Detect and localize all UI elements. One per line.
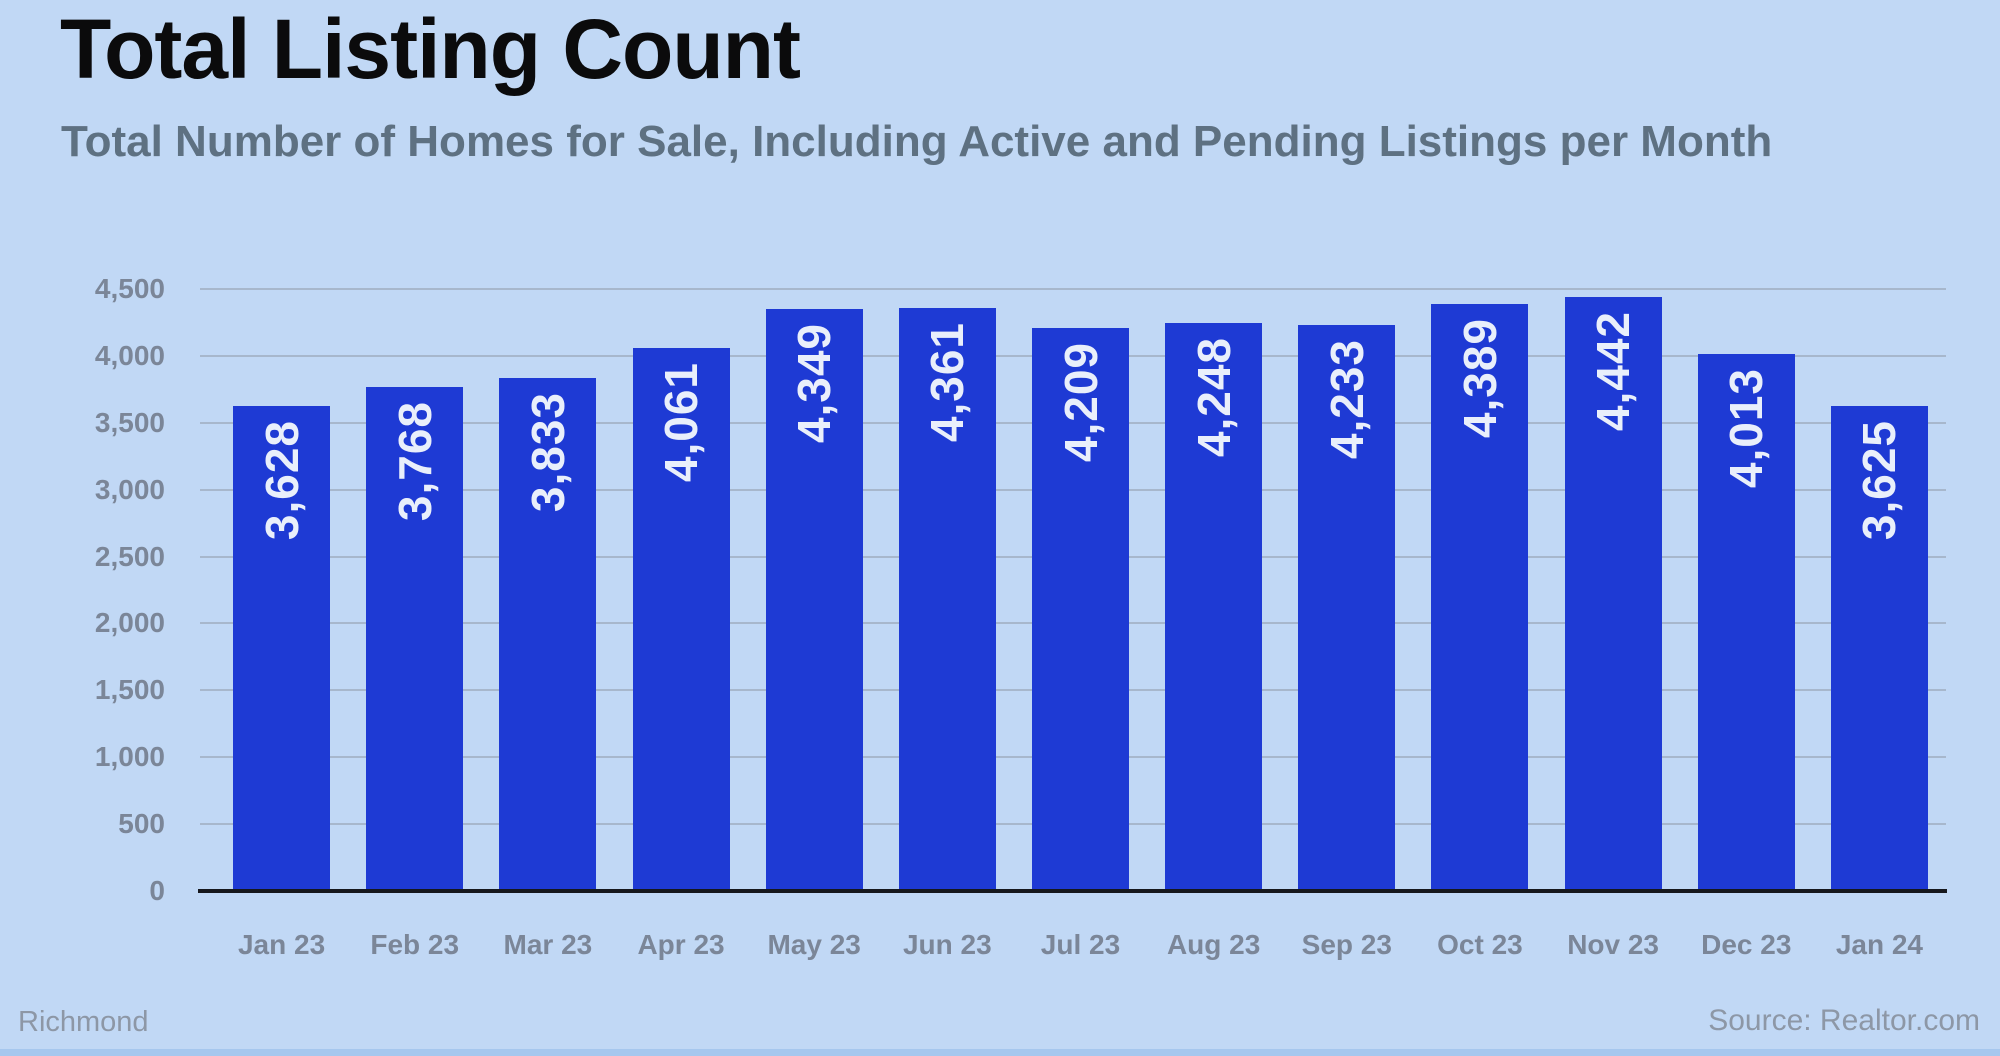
bar: 4,389 xyxy=(1431,303,1529,891)
x-axis-tick-label: Dec 23 xyxy=(1701,929,1792,960)
bar: 4,061 xyxy=(632,347,730,891)
y-axis-tick-label: 0 xyxy=(149,875,165,906)
y-axis-tick-label: 4,000 xyxy=(94,339,165,371)
bar: 3,833 xyxy=(499,378,597,891)
bar-value-label: 4,361 xyxy=(921,321,974,442)
bar: 3,628 xyxy=(233,405,331,891)
x-axis-tick-label: Apr 23 xyxy=(637,929,725,960)
y-axis-tick-label: 4,500 xyxy=(94,273,165,304)
bar: 4,013 xyxy=(1697,354,1795,891)
x-axis-tick-label: Sep 23 xyxy=(1301,929,1392,960)
y-axis-tick-label: 2,000 xyxy=(94,607,165,639)
y-axis-tick-label: 3,500 xyxy=(94,406,165,438)
y-axis-tick-label: 1,000 xyxy=(94,741,165,773)
x-axis-tick-label: May 23 xyxy=(767,929,861,960)
bar-value-label: 4,349 xyxy=(788,323,841,444)
x-axis-tick-label: Jul 23 xyxy=(1040,929,1121,960)
bar-chart-plot-area: 3,628 3,768 3,833 4,061 4,349 4,361 4,209 4,248… xyxy=(215,289,1946,891)
x-axis-baseline xyxy=(198,889,1947,893)
bar: 4,248 xyxy=(1165,322,1263,891)
x-axis-tick-label: Jan 24 xyxy=(1835,929,1923,960)
x-axis-tick-label: Mar 23 xyxy=(503,929,593,960)
footer-source-label: Source: Realtor.com xyxy=(1708,1004,1980,1037)
bar: 4,442 xyxy=(1564,296,1662,891)
bar: 4,233 xyxy=(1298,324,1396,891)
x-axis-tick-label: Oct 23 xyxy=(1437,929,1523,960)
bar-value-label: 3,628 xyxy=(255,419,308,540)
bar: 3,625 xyxy=(1830,406,1928,891)
bar-value-label: 4,233 xyxy=(1320,338,1373,459)
bar-value-label: 3,768 xyxy=(388,400,441,522)
bar-value-label: 4,389 xyxy=(1453,317,1506,438)
bar-value-label: 4,209 xyxy=(1054,341,1107,463)
y-axis-tick-label: 2,500 xyxy=(94,540,165,572)
chart-subtitle: Total Number of Homes for Sale, Includin… xyxy=(61,117,1773,166)
y-axis-tick-label: 1,500 xyxy=(94,674,165,706)
bottom-strip xyxy=(0,1049,2000,1056)
y-axis-tick-label: 3,000 xyxy=(94,473,165,505)
bar-value-label: 3,833 xyxy=(521,392,574,513)
bar: 4,361 xyxy=(898,307,996,891)
bar-value-label: 4,013 xyxy=(1720,368,1773,489)
bar: 4,349 xyxy=(765,309,863,891)
bar-value-label: 4,442 xyxy=(1587,310,1640,431)
bar: 3,768 xyxy=(366,386,464,891)
chart-title: Total Listing Count xyxy=(60,2,801,96)
bar-value-label: 4,061 xyxy=(655,361,708,482)
gridline xyxy=(200,288,1946,290)
x-axis-tick-label: Nov 23 xyxy=(1567,929,1660,960)
x-axis-tick-label: Jun 23 xyxy=(902,929,992,960)
bar-value-label: 3,625 xyxy=(1853,420,1906,541)
x-axis-tick-label: Jan 23 xyxy=(237,929,326,960)
footer-region-label: Richmond xyxy=(18,1006,149,1038)
x-axis-tick-label: Feb 23 xyxy=(370,929,460,960)
bar: 4,209 xyxy=(1032,327,1129,891)
y-axis-tick-label: 500 xyxy=(118,808,165,840)
bar-value-label: 4,248 xyxy=(1187,336,1240,457)
x-axis-tick-label: Aug 23 xyxy=(1166,929,1261,960)
